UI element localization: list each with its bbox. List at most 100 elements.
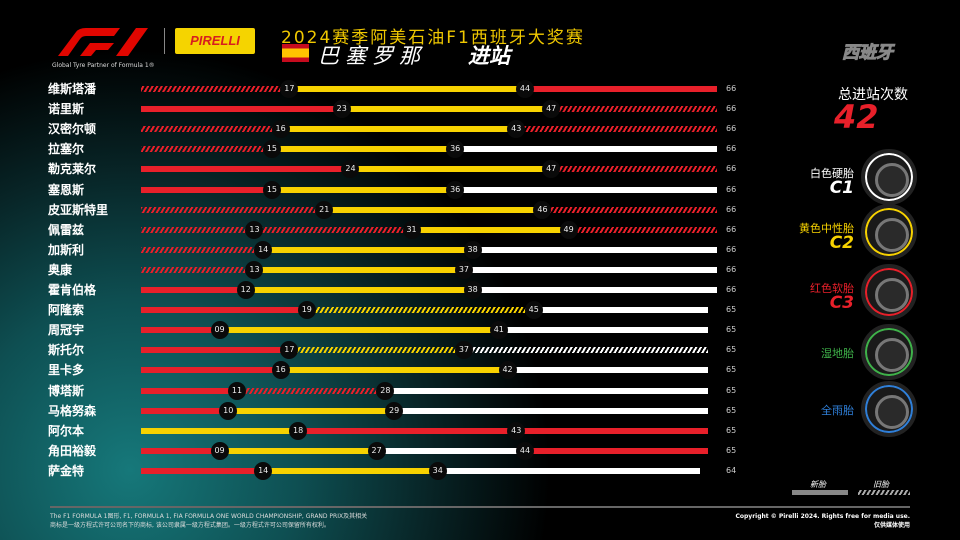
stint-bar-red <box>141 106 342 113</box>
pit-stop-label: 14 <box>254 240 273 259</box>
pit-stop-label: 18 <box>289 421 308 440</box>
tyre-icon <box>861 149 917 205</box>
stint-bar-white <box>455 186 717 193</box>
pit-stop-label: 38 <box>463 281 482 299</box>
stint-bar-white <box>507 367 709 374</box>
stint-bar-red <box>141 166 351 173</box>
driver-name: 阿尔本 <box>48 423 85 438</box>
driver-name: 勒克莱尔 <box>48 162 97 177</box>
legend-used-label: 旧胎 <box>873 480 889 489</box>
tyre-label: 白色硬胎 <box>810 167 854 180</box>
driver-name: 维斯塔潘 <box>48 82 97 96</box>
driver-name: 周冠宇 <box>48 323 85 338</box>
pit-stop-label: 15 <box>262 140 281 159</box>
stint-bar-red <box>568 226 717 233</box>
pit-stop-label: 34 <box>428 461 447 480</box>
pit-stop-label: 36 <box>446 140 465 159</box>
stint-bar-yellow <box>341 106 552 113</box>
stint-bar-red <box>141 146 272 153</box>
total-laps: 65 <box>726 405 737 415</box>
stint-bar-white <box>472 246 717 253</box>
stint-bar-red <box>254 226 412 233</box>
pit-stop-label: 11 <box>228 381 246 400</box>
stint-bar-yellow <box>271 146 456 153</box>
driver-name: 奥康 <box>48 262 73 277</box>
country-name: 西班牙 <box>842 43 894 64</box>
pit-stop-label: 37 <box>454 341 473 360</box>
pit-stop-label: 47 <box>542 160 561 179</box>
pit-stop-label: 45 <box>524 301 543 320</box>
pit-stop-label: 31 <box>402 220 421 239</box>
stint-bar-yellow <box>280 367 508 374</box>
stint-bar-red <box>516 126 717 133</box>
total-laps: 66 <box>726 224 737 234</box>
stint-bar-red <box>551 106 717 113</box>
total-laps: 66 <box>726 184 737 194</box>
total-laps: 66 <box>726 124 737 134</box>
stint-bar-yellow <box>254 266 464 273</box>
stint-bar-red <box>551 166 717 173</box>
total-laps: 66 <box>726 104 737 114</box>
stint-bar-red <box>141 126 281 133</box>
stint-bar-white <box>437 467 700 474</box>
tyre-label: 湿地胎 <box>821 347 854 360</box>
driver-name: 皮亚斯特里 <box>48 202 109 217</box>
pit-stop-label: 09 <box>210 441 229 460</box>
stint-bar-white <box>472 287 717 293</box>
legal-text: The F1 FORMULA 1图形, F1, FORMULA 1, FIA F… <box>50 512 367 530</box>
stint-bar-yellow <box>263 467 438 474</box>
pit-stop-label: 47 <box>542 100 561 119</box>
stint-bar-yellow <box>263 246 473 253</box>
pit-stop-label: 38 <box>463 240 482 259</box>
pit-stop-label: 17 <box>280 341 299 360</box>
stint-bar-red <box>141 226 255 233</box>
stint-bar-white <box>463 266 717 273</box>
stint-bar-yellow <box>219 327 499 334</box>
total-laps: 65 <box>726 385 737 395</box>
tyre-code: C2 <box>829 233 854 253</box>
driver-name: 塞恩斯 <box>48 182 85 197</box>
driver-name: 里卡多 <box>48 363 85 378</box>
driver-name: 角田裕毅 <box>48 443 97 458</box>
legend-used-swatch <box>858 490 910 495</box>
pit-stop-label: 16 <box>271 120 290 139</box>
stint-bar-white <box>376 447 525 454</box>
stint-bar-yellow <box>289 86 525 92</box>
stint-bar-white <box>533 307 709 314</box>
stint-bar-white <box>385 387 709 394</box>
stint-bar-red <box>141 246 264 253</box>
driver-name: 诺里斯 <box>48 102 85 117</box>
stint-bar-red <box>141 86 290 92</box>
stint-bar-yellow <box>411 226 569 233</box>
copyright: Copyright © Pirelli 2024. Rights free fo… <box>735 512 910 530</box>
stint-bar-red <box>141 327 220 334</box>
total-laps: 66 <box>726 204 737 214</box>
spain-flag-icon <box>282 44 309 62</box>
stint-bar-red <box>516 427 709 434</box>
stint-bar-yellow <box>324 206 543 213</box>
driver-name: 阿隆索 <box>48 303 85 318</box>
stint-bar-red <box>141 367 281 374</box>
pit-stop-label: 44 <box>516 441 534 460</box>
pit-stop-label: 41 <box>489 321 508 340</box>
legend-new-swatch <box>792 490 848 495</box>
legend-new-label: 新胎 <box>810 480 826 489</box>
tyre-icon <box>861 204 917 260</box>
tyre-icon <box>861 324 917 380</box>
stint-bar-yellow <box>141 427 299 434</box>
pit-stop-label: 15 <box>262 180 281 199</box>
footer-divider <box>50 506 910 508</box>
pit-stop-label: 27 <box>367 441 386 460</box>
total-laps: 65 <box>726 365 737 375</box>
total-stops-value: 42 <box>834 98 879 136</box>
tagline: Global Tyre Partner of Formula 1® <box>52 62 155 69</box>
pit-stop-label: 10 <box>219 401 238 420</box>
stint-bar-white <box>498 327 709 334</box>
stint-bar-red <box>237 387 386 394</box>
stint-bar-yellow <box>245 287 473 293</box>
race-title: 2024赛季阿美石油F1西班牙大奖赛 <box>281 28 585 48</box>
total-laps: 65 <box>726 345 737 355</box>
driver-name: 加斯利 <box>48 242 85 257</box>
stint-bar-yellow <box>350 166 552 173</box>
stint-bar-yellow <box>219 447 377 454</box>
